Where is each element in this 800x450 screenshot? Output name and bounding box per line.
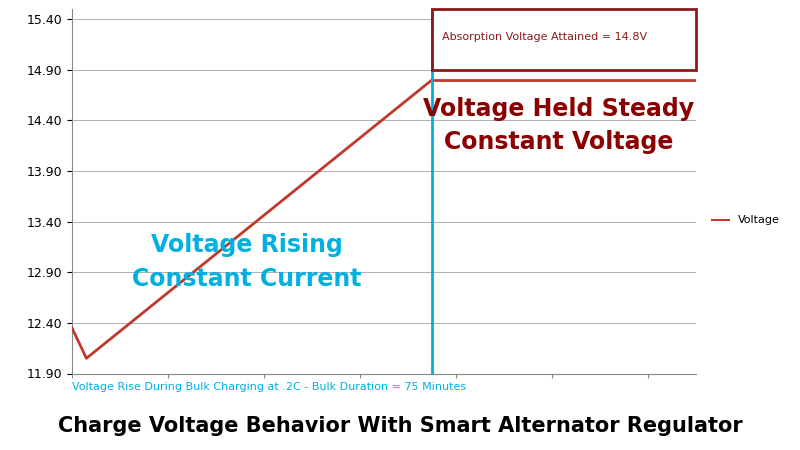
X-axis label: Voltage Rise During Bulk Charging at .2C - Bulk Duration = 75 Minutes: Voltage Rise During Bulk Charging at .2C…: [72, 382, 466, 392]
FancyBboxPatch shape: [432, 9, 696, 70]
Text: Voltage Held Steady
Constant Voltage: Voltage Held Steady Constant Voltage: [423, 97, 694, 154]
Legend: Voltage: Voltage: [708, 211, 784, 230]
Text: Absorption Voltage Attained = 14.8V: Absorption Voltage Attained = 14.8V: [442, 32, 646, 42]
Text: Charge Voltage Behavior With Smart Alternator Regulator: Charge Voltage Behavior With Smart Alter…: [58, 417, 742, 436]
Text: Voltage Rising
Constant Current: Voltage Rising Constant Current: [132, 234, 362, 291]
